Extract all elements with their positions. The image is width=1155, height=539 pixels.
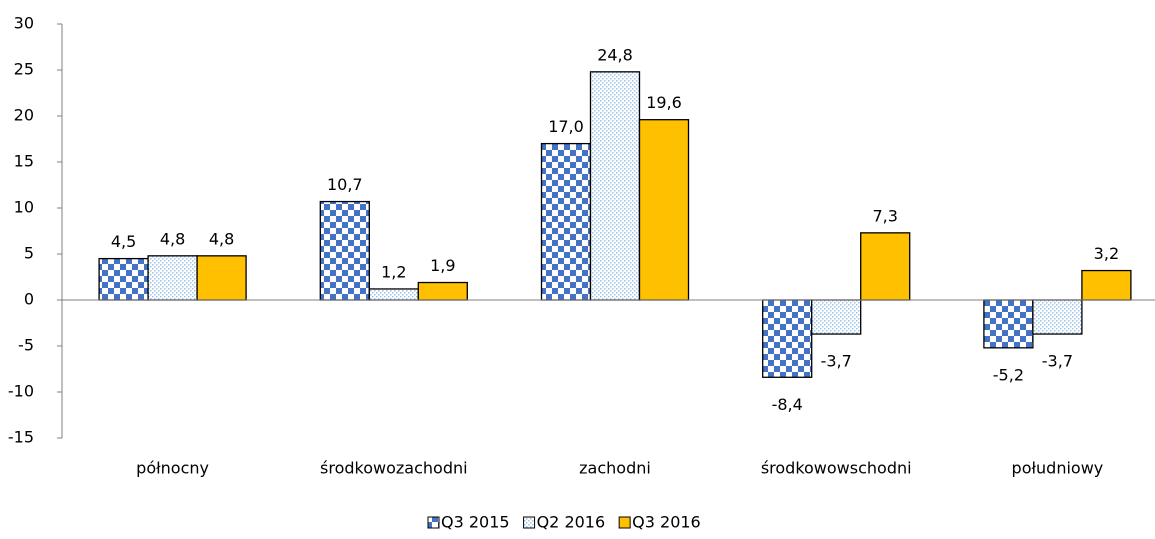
value-label: 19,6 — [646, 93, 682, 112]
value-label: 17,0 — [548, 117, 584, 136]
value-label: -8,4 — [772, 395, 803, 414]
y-tick-label: 20 — [14, 106, 34, 125]
value-label: 4,8 — [209, 229, 234, 248]
bar — [762, 299, 813, 378]
bar — [196, 255, 247, 301]
value-label: 4,5 — [111, 232, 136, 251]
bar — [98, 257, 149, 301]
y-tick-label: 5 — [24, 244, 34, 263]
bar — [589, 71, 641, 301]
legend-label: Q2 2016 — [537, 513, 606, 532]
value-label: -3,7 — [1042, 352, 1073, 371]
bar — [319, 200, 370, 301]
bar — [368, 288, 419, 301]
legend-swatch — [427, 516, 440, 529]
value-label: 7,3 — [872, 206, 897, 225]
y-tick-label: -10 — [8, 382, 34, 401]
bar — [540, 142, 592, 301]
value-label: 4,8 — [160, 229, 185, 248]
legend-swatch — [618, 516, 631, 529]
y-tick-label: 15 — [14, 152, 34, 171]
bar — [983, 299, 1034, 349]
legend-label: Q3 2015 — [441, 513, 510, 532]
bar — [417, 281, 468, 301]
y-tick-label: 30 — [14, 14, 34, 33]
value-label: -3,7 — [821, 352, 852, 371]
x-tick-label: środkowozachodni — [320, 459, 468, 478]
legend-label: Q3 2016 — [632, 513, 701, 532]
y-tick-label: 0 — [24, 290, 34, 309]
value-label: 1,9 — [430, 256, 455, 275]
value-label: 1,2 — [381, 262, 406, 281]
x-tick-label: północny — [136, 459, 209, 478]
bar — [638, 119, 690, 301]
value-label: -5,2 — [993, 365, 1024, 384]
bar — [811, 299, 862, 335]
value-label: 10,7 — [327, 175, 363, 194]
y-tick-label: 25 — [14, 60, 34, 79]
bar — [1032, 299, 1083, 335]
legend-swatch — [523, 516, 536, 529]
x-tick-label: południowy — [1012, 459, 1104, 478]
y-tick-label: -15 — [8, 428, 34, 447]
value-label: 3,2 — [1094, 244, 1119, 263]
y-tick-label: 10 — [14, 198, 34, 217]
x-tick-label: zachodni — [579, 459, 651, 478]
bar — [147, 255, 198, 301]
bar — [860, 232, 911, 301]
y-tick-label: -5 — [18, 336, 34, 355]
x-tick-label: środkowowschodni — [761, 459, 912, 478]
bar — [1081, 269, 1132, 301]
value-label: 24,8 — [597, 45, 633, 64]
